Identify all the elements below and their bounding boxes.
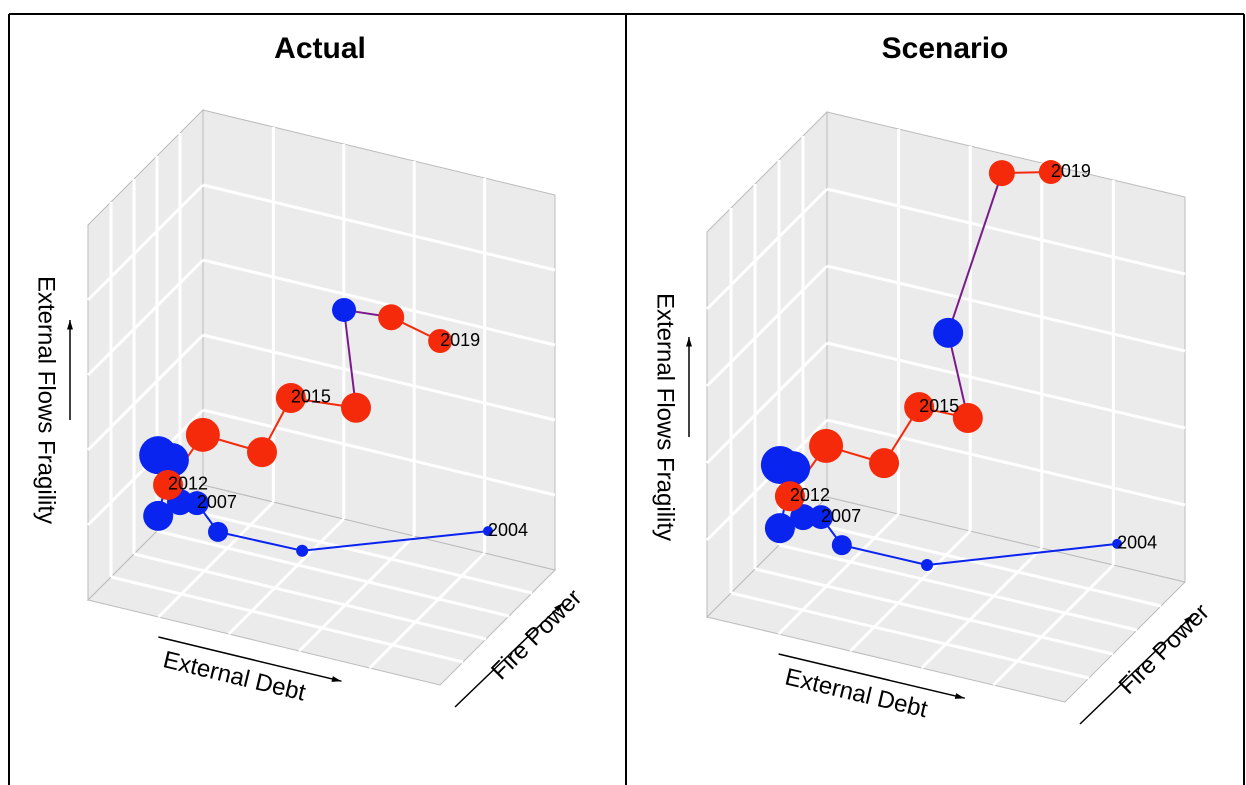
wall-grid-line [157, 500, 275, 619]
point-label: 2019 [440, 330, 480, 350]
back-wall [826, 111, 1186, 583]
wall-grid-line [298, 534, 416, 653]
data-point [1112, 538, 1123, 549]
trajectory-segment [343, 309, 357, 408]
data-point [139, 436, 178, 475]
wall-grid-line [86, 333, 205, 452]
trajectory-segment [947, 172, 1003, 334]
wall-grid-line [227, 517, 345, 636]
axis-arrow [1079, 614, 1194, 725]
trajectory-segment [217, 530, 303, 552]
data-point [921, 558, 934, 571]
wall-grid-line [156, 529, 510, 618]
wall-grid-line [705, 418, 829, 542]
data-point [275, 382, 306, 413]
wall-grid-line [754, 567, 1114, 656]
data-point [378, 304, 405, 331]
wall-grid-line [826, 418, 1186, 507]
data-point [774, 481, 805, 512]
trajectory-segment [302, 530, 489, 552]
axis-arrow [454, 602, 564, 708]
arrow-head [67, 320, 73, 330]
point-label: 2015 [919, 396, 959, 416]
data-point [764, 513, 795, 544]
arrow-head [954, 693, 965, 699]
wall-grid-line [826, 187, 1186, 276]
wall-grid-line [86, 183, 205, 302]
wall-grid-line [920, 546, 1043, 670]
data-point [1038, 160, 1063, 185]
data-point [153, 469, 184, 500]
data-point [790, 504, 817, 531]
wall-grid-line [705, 341, 829, 465]
back-wall [202, 109, 556, 571]
wall-grid-line [202, 333, 556, 422]
data-point [185, 417, 220, 452]
point-label: 2004 [1117, 533, 1157, 553]
data-point [482, 526, 493, 537]
arrow-head [554, 603, 563, 612]
wall-grid-line [777, 512, 900, 636]
wall-grid-line [202, 183, 556, 272]
wall-grid-line [86, 258, 205, 377]
data-point [143, 500, 174, 531]
arrow-head [686, 337, 692, 347]
data-point [208, 521, 229, 542]
data-point [809, 505, 834, 530]
wall-grid-line [802, 519, 1162, 608]
axis-arrow [158, 636, 342, 682]
trajectory-segment [926, 542, 1118, 566]
wall-grid-line [179, 506, 533, 595]
wall-grid-line [730, 591, 1090, 680]
data-point [332, 297, 357, 322]
wall-grid-line [705, 187, 829, 311]
wall-grid-line [778, 543, 1138, 632]
wall-grid-line [705, 264, 829, 388]
wall-grid-line [110, 575, 464, 664]
point-label: 2004 [488, 520, 528, 540]
point-label: 2012 [168, 474, 208, 494]
point-label: 2007 [821, 506, 861, 526]
wall-grid-line [202, 408, 556, 497]
arrow-head [1184, 615, 1193, 624]
arrow-head [331, 676, 342, 682]
data-point [869, 448, 900, 479]
data-point [933, 317, 964, 348]
wall-grid-line [368, 551, 486, 670]
data-point [831, 535, 852, 556]
wall-grid-line [202, 258, 556, 347]
panel-title: Scenario [882, 32, 1009, 65]
y-axis-label: External Flows Fragility [33, 276, 60, 524]
data-point [340, 392, 371, 423]
panel-title: Actual [274, 32, 366, 65]
data-point [760, 445, 799, 484]
data-point [988, 160, 1015, 187]
data-point [952, 402, 983, 433]
y-axis-label: External Flows Fragility [652, 293, 679, 541]
data-point [904, 392, 935, 423]
data-point [296, 544, 309, 557]
wall-grid-line [826, 341, 1186, 430]
axis-arrow [778, 653, 965, 699]
point-label: 2015 [291, 387, 331, 407]
data-point [247, 437, 278, 468]
trajectory-segment [841, 544, 928, 566]
wall-grid-line [826, 264, 1186, 353]
point-label: 2007 [197, 492, 237, 512]
point-label: 2019 [1051, 161, 1091, 181]
point-label: 2012 [790, 485, 830, 505]
wall-grid-line [992, 563, 1115, 687]
wall-grid-line [133, 552, 487, 641]
data-point [809, 428, 844, 463]
data-point [428, 329, 453, 354]
wall-grid-line [849, 529, 972, 653]
